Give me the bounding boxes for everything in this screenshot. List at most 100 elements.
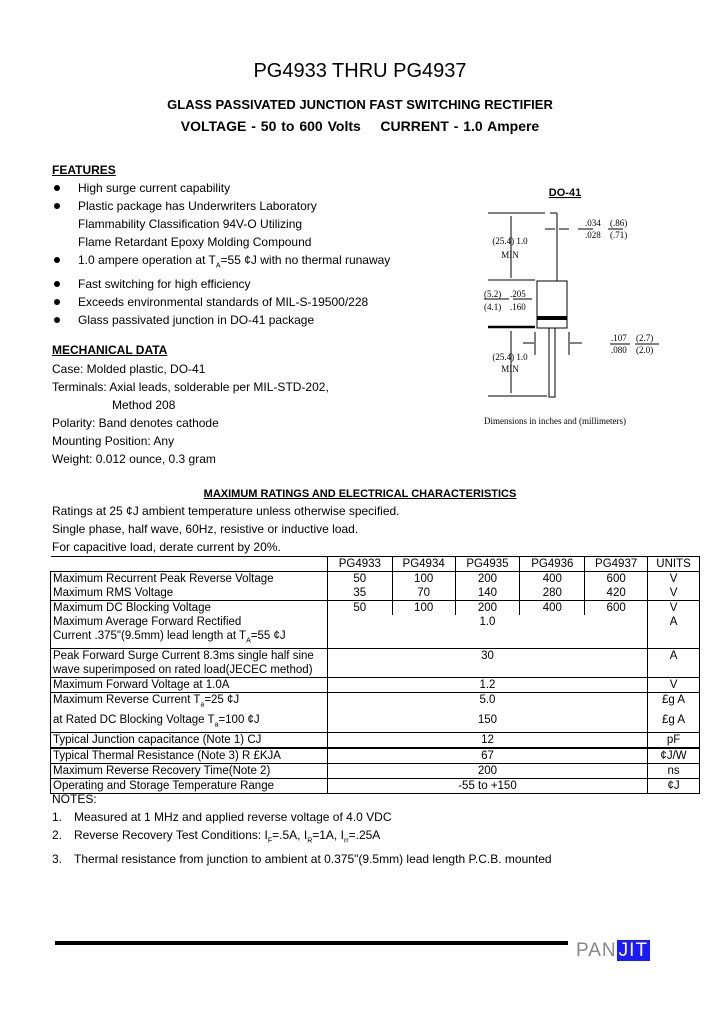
note-text: Measured at 1 MHz and applied reverse vo… [74, 810, 392, 824]
label-line: Peak Forward Surge Current 8.3ms single … [53, 650, 314, 663]
feature-item: Flammability Classification 94V-O Utiliz… [78, 217, 303, 231]
table-header-row: PG4933 PG4934 PG4935 PG4936 PG4937 UNITS [50, 556, 700, 572]
table-row: Maximum Recurrent Peak Reverse Voltage 5… [50, 571, 700, 586]
feature-item: Plastic package has Underwriters Laborat… [52, 197, 390, 215]
row-label: Maximum RMS Voltage [50, 586, 328, 601]
dim-label: .080 [611, 345, 627, 355]
note-item: 2. Reverse Recovery Test Conditions: IF=.… [52, 826, 552, 850]
subscript: rr [343, 837, 349, 845]
mech-line: Method 208 [112, 398, 176, 412]
cell: 50 [326, 600, 393, 615]
features-heading: FEATURES [52, 163, 116, 177]
cell: 400 [519, 600, 586, 615]
current-rating: CURRENT - 1.0 Ampere [380, 118, 540, 134]
column-header: PG4937 [584, 556, 649, 572]
row-label: Operating and Storage Temperature Range [50, 777, 328, 794]
note-text: =1A, I [312, 828, 344, 842]
subscript: A [215, 262, 221, 270]
table-row: Operating and Storage Temperature Range … [50, 777, 700, 794]
feature-text: 1.0 ampere operation at T [78, 253, 216, 267]
subscript: A [246, 637, 251, 645]
dim-label: .107 [611, 333, 627, 343]
label-text: =25 ¢J [204, 694, 240, 707]
unit-cell: V [647, 677, 700, 693]
feature-item: 1.0 ampere operation at TA=55 ¢J with no… [52, 251, 390, 275]
mech-line: Mounting Position: Any [52, 434, 175, 448]
notes-heading: NOTES: [52, 792, 97, 806]
label-text: at Rated DC Blocking Voltage T [53, 713, 215, 726]
dim-label: (4.1) [484, 302, 501, 312]
subscript: a [200, 701, 205, 709]
label-line: Maximum Average Forward Rectified [53, 616, 242, 628]
note-item: 1. Measured at 1 MHz and applied reverse … [52, 808, 552, 826]
unit-cell: ¢J/W [647, 746, 700, 764]
cell: 50 [326, 571, 393, 586]
feature-item: Glass passivated junction in DO-41 packa… [52, 311, 390, 329]
subscript: R [307, 837, 313, 845]
unit-cell: V [647, 600, 700, 615]
label-text: =100 ¢J [218, 713, 260, 726]
label-line: Current .375"(9.5mm) lead length at T [53, 630, 247, 642]
voltage-current-line: VOLTAGE - 50 to 600 Volts CURRENT - 1.0 … [0, 118, 720, 134]
table-row: Maximum RMS Voltage 35 70 140 280 420 V [50, 586, 700, 601]
ratings-heading: MAXIMUM RATINGS AND ELECTRICAL CHARACTER… [203, 488, 517, 500]
unit-cell: V [647, 571, 700, 586]
min-label: MIN [501, 364, 519, 374]
dim-label: (5.2) [484, 289, 501, 299]
column-header: PG4936 [519, 556, 586, 572]
cell: 280 [519, 586, 586, 601]
voltage-range: VOLTAGE - 50 to 600 Volts [180, 118, 361, 134]
do41-package-diagram: DO-41 (25.4) 1.0 MIN .034 .028 (.86) (.7… [484, 187, 659, 426]
cell: 100 [391, 600, 456, 615]
cell: 150 [326, 712, 649, 733]
unit-cell: ¢J [647, 777, 700, 794]
ratings-conditions: Ratings at 25 ¢J ambient temperature unl… [52, 502, 400, 556]
column-header: UNITS [647, 556, 700, 572]
row-label: Typical Junction capacitance (Note 1) CJ [50, 731, 328, 748]
diagram-caption: Dimensions in inches and (millimeters) [484, 416, 626, 426]
condition-line: Ratings at 25 ¢J ambient temperature unl… [52, 504, 400, 518]
cell: 30 [326, 648, 649, 678]
dim-label: (.71) [610, 230, 627, 240]
mechanical-heading: MECHANICAL DATA [52, 343, 168, 357]
lead-length-label: (25.4) 1.0 [492, 236, 528, 246]
ratings-table: PG4933 PG4934 PG4935 PG4936 PG4937 UNITS… [50, 556, 700, 794]
note-number: 3. [52, 852, 63, 867]
feature-item: Flame Retardant Epoxy Molding Compound [78, 235, 312, 249]
footer-rule [55, 941, 568, 945]
table-row: Maximum Reverse Recovery Time(Note 2) 20… [50, 762, 700, 779]
label-line: wave superimposed on rated load(JECEC me… [53, 664, 313, 677]
label-text: Maximum Reverse Current T [53, 694, 201, 707]
table-row: Peak Forward Surge Current 8.3ms single … [50, 648, 700, 678]
cell: 35 [326, 586, 393, 601]
row-label: Maximum Recurrent Peak Reverse Voltage [50, 571, 328, 586]
column-header: PG4934 [391, 556, 456, 572]
condition-line: For capacitive load, derate current by 2… [52, 540, 281, 554]
dim-label: .028 [585, 230, 601, 240]
lead-length-label: (25.4) 1.0 [492, 352, 528, 362]
unit-cell: ns [647, 762, 700, 779]
cell: 12 [326, 731, 649, 748]
cell: 200 [454, 571, 521, 586]
row-label: at Rated DC Blocking Voltage Ta=100 ¢J [50, 712, 328, 733]
condition-line: Single phase, half wave, 60Hz, resistive… [52, 522, 359, 536]
mechanical-data: Case: Molded plastic, DO-41 Terminals: A… [52, 360, 329, 468]
cell: 70 [391, 586, 456, 601]
note-text: =.25A [348, 828, 381, 842]
cell: 140 [454, 586, 521, 601]
feature-item: High surge current capability [52, 179, 390, 197]
diagram-title: DO-41 [549, 187, 581, 199]
table-row: Typical Junction capacitance (Note 1) CJ… [50, 731, 700, 748]
feature-item: Fast switching for high efficiency [52, 275, 390, 293]
subscript: a [214, 720, 219, 728]
cell: 67 [326, 746, 649, 764]
table-row: Maximum Average Forward Rectified Current… [50, 615, 700, 649]
panjit-logo: PAN JIT [576, 940, 651, 962]
column-header: PG4935 [454, 556, 521, 572]
dim-label: .034 [585, 218, 601, 228]
notes-list: 1. Measured at 1 MHz and applied reverse … [52, 808, 552, 868]
feature-item: Exceeds environmental standards of MIL-S… [52, 293, 390, 311]
cell: 420 [584, 586, 649, 601]
dim-label: (.86) [610, 218, 627, 228]
